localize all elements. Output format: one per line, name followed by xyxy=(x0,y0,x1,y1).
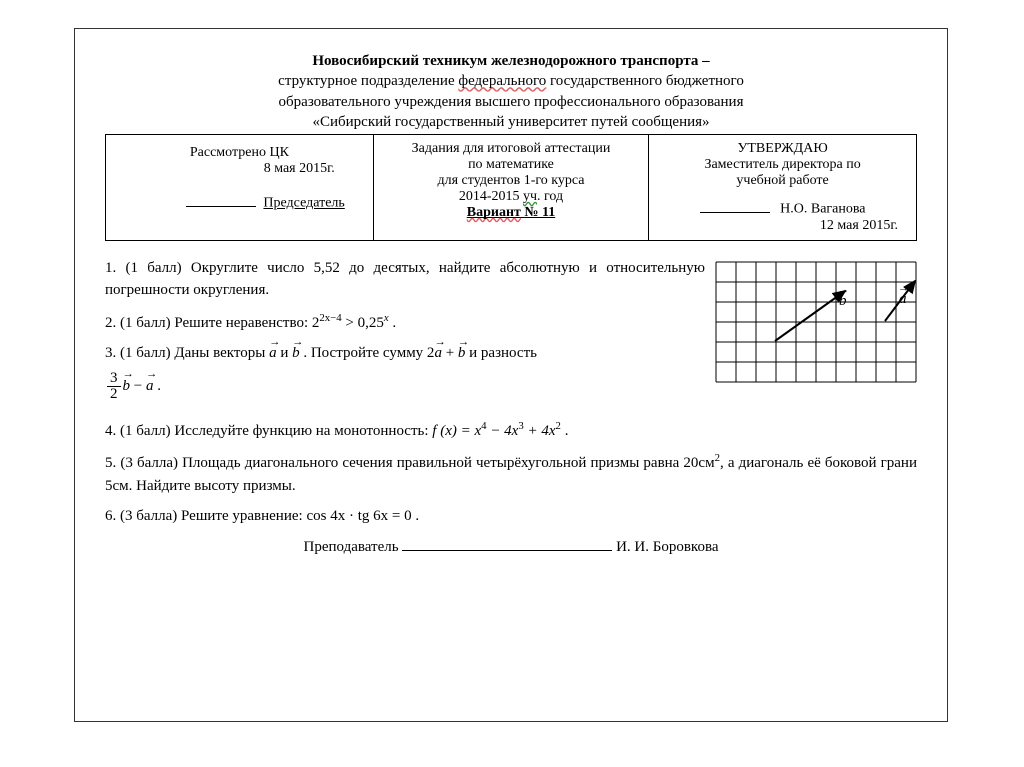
document-frame: Новосибирский техникум железнодорожного … xyxy=(74,28,948,722)
header-line2: структурное подразделение федерального г… xyxy=(105,71,917,91)
document-header: Новосибирский техникум железнодорожного … xyxy=(105,51,917,132)
right-sign: Н.О. Ваганова xyxy=(657,199,908,218)
svg-text:→: → xyxy=(898,282,909,294)
problem-5: 5. (3 балла) Площадь диагонального сечен… xyxy=(105,450,917,497)
problem-6: 6. (3 балла) Решите уравнение: cos 4x · … xyxy=(105,505,917,528)
header-line4: «Сибирский государственный университет п… xyxy=(105,112,917,132)
info-cell-right: УТВЕРЖДАЮ Заместитель директора по учебн… xyxy=(649,135,917,241)
svg-text:→: → xyxy=(838,284,849,296)
vector-grid-figure: a → b → xyxy=(715,261,917,383)
left-sign: Председатель xyxy=(114,193,365,212)
mid-l3: для студентов 1-го курса xyxy=(382,173,640,189)
problem-4: 4. (1 балл) Исследуйте функцию на моното… xyxy=(105,418,917,443)
mid-l2: по математике xyxy=(382,157,640,173)
header-line3: образовательного учреждения высшего проф… xyxy=(105,92,917,112)
teacher-line: Преподаватель И. И. Боровкова xyxy=(105,536,917,559)
mid-l4: 2014-2015 уч. год xyxy=(382,189,640,205)
left-l1: Рассмотрено ЦК xyxy=(114,145,365,161)
right-l2: Заместитель директора по xyxy=(657,157,908,173)
mid-l1: Задания для итоговой аттестации xyxy=(382,141,640,157)
variant-line: Вариант № 11 xyxy=(382,205,640,221)
problems-body: a → b → 1. (1 балл) Округлите число 5,52… xyxy=(105,257,917,559)
right-l1: УТВЕРЖДАЮ xyxy=(657,141,908,157)
left-l2: 8 мая 2015г. xyxy=(114,161,365,177)
info-cell-left: Рассмотрено ЦК 8 мая 2015г. Председатель xyxy=(106,135,374,241)
right-date: 12 мая 2015г. xyxy=(657,218,908,234)
info-table: Рассмотрено ЦК 8 мая 2015г. Председатель… xyxy=(105,134,917,241)
info-cell-mid: Задания для итоговой аттестации по матем… xyxy=(373,135,648,241)
right-l3: учебной работе xyxy=(657,173,908,189)
header-title: Новосибирский техникум железнодорожного … xyxy=(105,51,917,71)
